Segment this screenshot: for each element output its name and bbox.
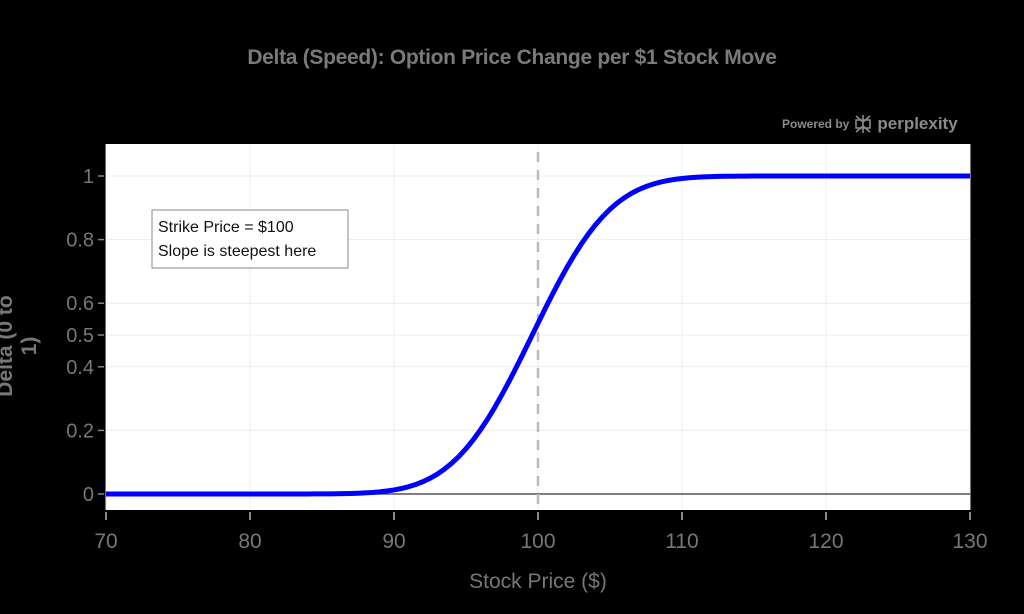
watermark-brand: perplexity [877,114,958,133]
svg-text:0.6: 0.6 [66,293,94,315]
svg-text:70: 70 [94,530,117,553]
annotation-box: Strike Price = $100 Slope is steepest he… [151,209,349,269]
delta-curve [106,173,970,497]
svg-text:130: 130 [952,530,987,553]
svg-text:120: 120 [808,530,843,553]
x-axis-label: Stock Price ($) [469,570,607,593]
gridlines [105,144,971,510]
chart-title: Delta (Speed): Option Price Change per $… [247,46,777,69]
svg-text:0.8: 0.8 [66,230,94,252]
svg-text:0.2: 0.2 [66,420,94,442]
watermark: Powered by perplexity [782,114,958,134]
annotation-line-1: Strike Price = $100 [158,219,294,236]
svg-text:110: 110 [665,530,698,553]
perplexity-logo-icon [855,115,872,133]
svg-text:1: 1 [83,166,94,188]
svg-text:80: 80 [238,530,261,553]
svg-text:0.5: 0.5 [66,325,94,347]
tick-labels: 70 80 90 100 110 120 130 0 0.2 0.4 0.5 0.6 0.8 1 [66,166,987,553]
svg-text:100: 100 [520,530,555,553]
svg-text:0.4: 0.4 [66,357,94,379]
svg-text:0: 0 [83,484,94,506]
watermark-prefix: Powered by [782,117,850,131]
annotation-line-2: Slope is steepest here [158,243,316,260]
svg-text:90: 90 [382,530,405,553]
